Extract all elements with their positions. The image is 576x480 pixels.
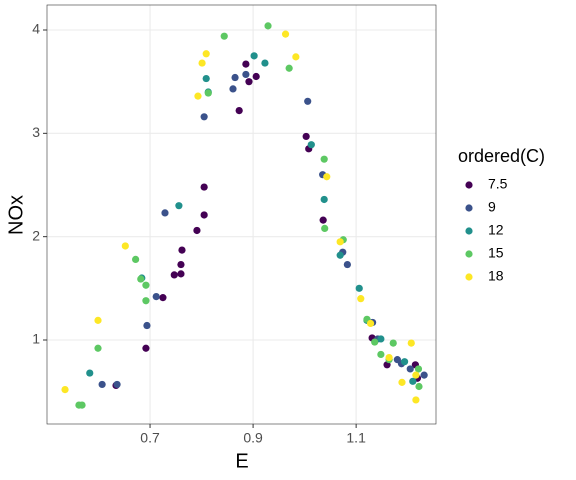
point — [377, 350, 385, 359]
point — [200, 211, 208, 219]
point — [406, 365, 414, 373]
point — [389, 339, 397, 347]
point — [377, 335, 385, 343]
point — [204, 89, 212, 97]
point — [194, 92, 202, 100]
point — [200, 183, 208, 191]
point — [412, 371, 420, 379]
point — [202, 74, 210, 83]
point — [320, 195, 328, 204]
point — [152, 292, 160, 301]
point — [78, 401, 86, 409]
point — [143, 321, 151, 330]
point — [161, 209, 169, 217]
legend-title: ordered(C) — [458, 146, 545, 166]
point — [336, 251, 344, 259]
point — [175, 202, 183, 210]
point — [220, 32, 228, 40]
point — [200, 113, 208, 121]
x-tick-label: 1.1 — [346, 430, 366, 446]
point — [231, 73, 239, 82]
y-tick-label: 2 — [32, 227, 40, 243]
point — [121, 242, 129, 250]
y-axis-label: NOx — [5, 195, 27, 235]
point — [264, 22, 272, 30]
point — [398, 378, 406, 386]
legend-marker — [465, 250, 473, 258]
legend-label: 7.5 — [488, 176, 508, 192]
point — [142, 297, 150, 305]
point — [250, 52, 258, 60]
point — [407, 339, 415, 347]
point — [385, 353, 393, 362]
point — [371, 338, 379, 346]
point — [261, 59, 269, 67]
legend-marker — [465, 227, 473, 235]
point — [285, 64, 293, 72]
point — [415, 382, 423, 391]
point — [252, 72, 260, 81]
point — [61, 385, 69, 394]
y-tick-label: 1 — [32, 331, 40, 347]
point — [177, 260, 185, 269]
point — [412, 396, 420, 404]
point — [132, 255, 140, 263]
point — [409, 377, 417, 385]
x-tick-label: 0.9 — [243, 430, 263, 446]
legend-label: 12 — [488, 222, 504, 238]
point — [357, 295, 365, 303]
legend-marker — [465, 181, 473, 189]
point — [137, 275, 145, 283]
point — [292, 53, 300, 61]
x-axis-label: E — [235, 450, 248, 472]
point — [242, 70, 250, 79]
x-tick-label: 0.7 — [140, 430, 160, 446]
point — [142, 281, 150, 289]
legend-marker — [465, 273, 473, 281]
point — [94, 344, 102, 352]
point — [414, 365, 423, 373]
point — [94, 316, 102, 324]
point — [336, 238, 344, 246]
point — [242, 60, 250, 68]
point — [235, 107, 243, 115]
point — [98, 380, 106, 389]
point — [343, 260, 351, 269]
point — [113, 380, 121, 389]
point — [170, 271, 178, 279]
point — [319, 216, 327, 224]
point — [321, 224, 329, 232]
point — [198, 59, 206, 67]
point — [86, 369, 94, 377]
point — [245, 78, 253, 86]
point — [400, 358, 409, 366]
point — [177, 270, 185, 278]
point — [302, 132, 310, 141]
point — [304, 97, 312, 105]
point — [307, 141, 315, 149]
point — [229, 85, 237, 93]
point — [202, 50, 210, 58]
panel-border — [46, 4, 437, 425]
point — [159, 294, 167, 302]
point — [366, 319, 375, 328]
legend-label: 15 — [488, 245, 504, 261]
point — [142, 344, 150, 352]
legend-label: 9 — [488, 199, 496, 215]
point — [355, 284, 363, 292]
y-tick-label: 3 — [32, 124, 40, 140]
point — [320, 155, 328, 163]
point — [193, 226, 201, 235]
y-tick-label: 4 — [32, 21, 40, 37]
point — [323, 173, 331, 181]
legend-label: 18 — [488, 268, 504, 284]
point — [281, 30, 290, 38]
point — [420, 371, 428, 379]
point — [178, 246, 186, 254]
legend-marker — [465, 204, 473, 212]
